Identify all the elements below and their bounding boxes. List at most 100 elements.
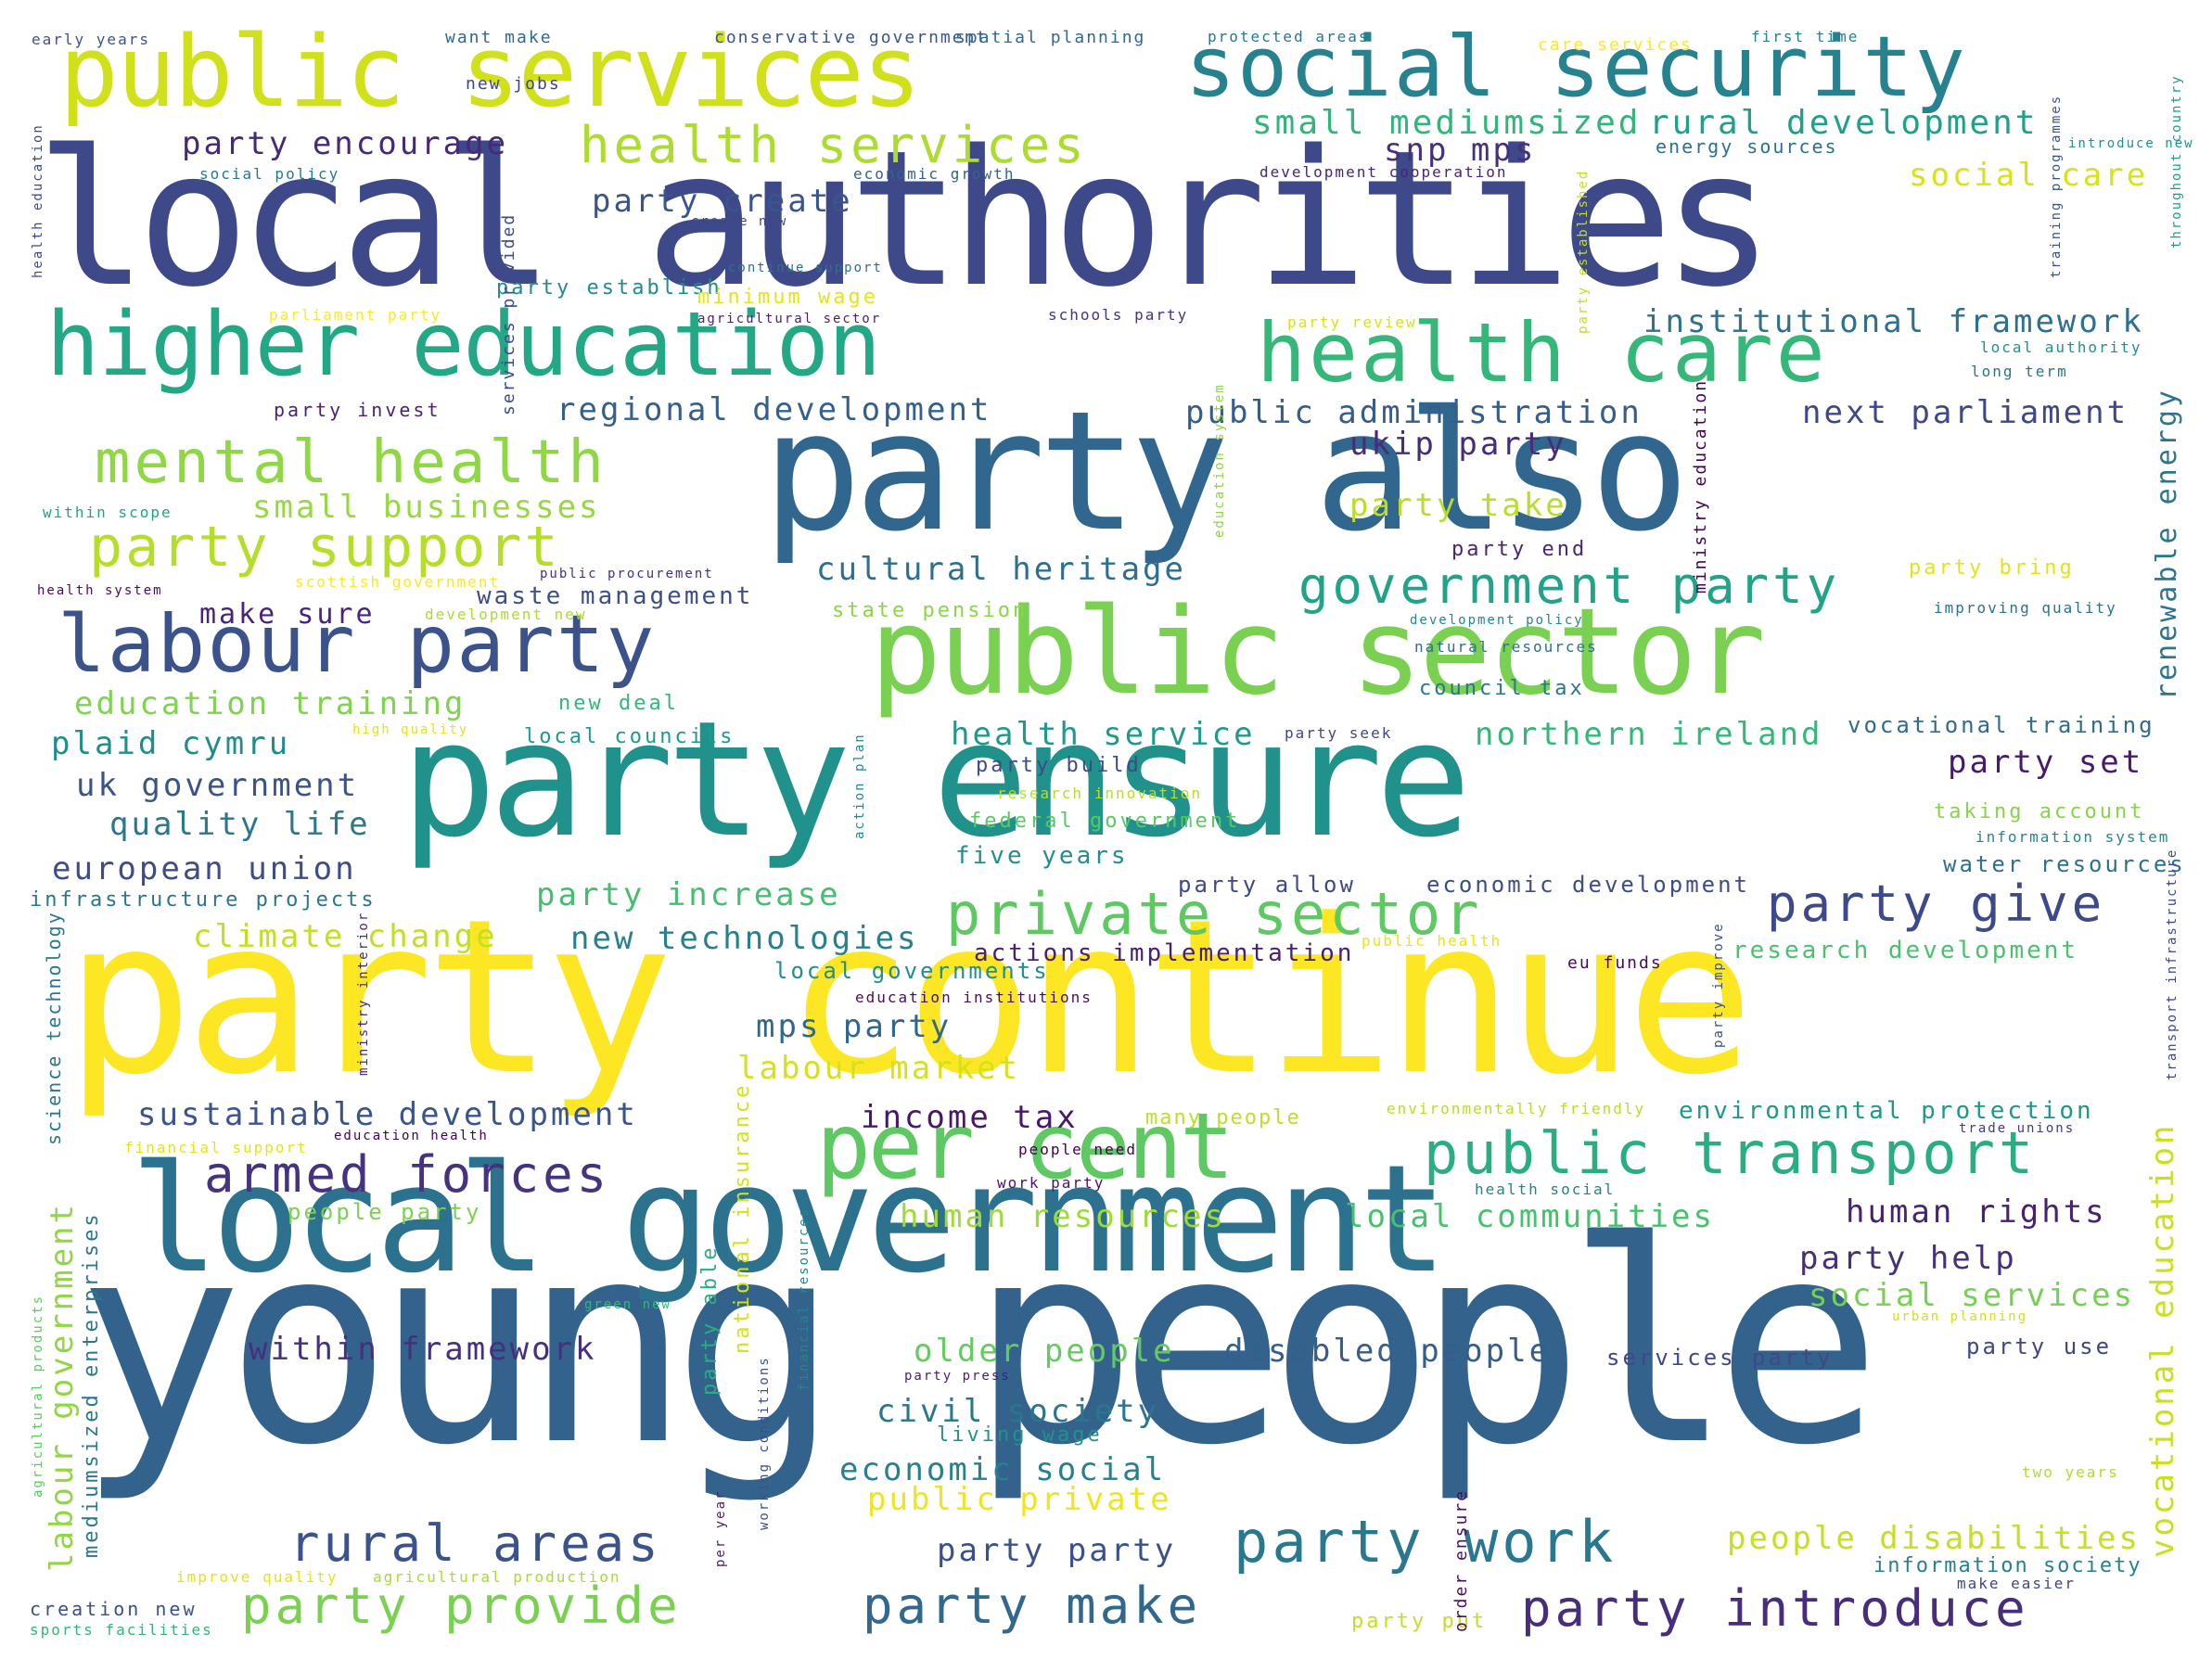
word-education-health: education health xyxy=(334,1129,489,1143)
word-armed-forces: armed forces xyxy=(204,1145,611,1204)
word-european-union: european union xyxy=(52,850,357,887)
word-make-easier: two years xyxy=(2022,1463,2119,1481)
word-climate-change: climate change xyxy=(193,918,498,955)
word-people-disabilities: people disabilities xyxy=(1727,1520,2141,1557)
word-party-support: party support xyxy=(89,515,561,580)
word-first-time: care services xyxy=(1538,35,1693,55)
word-per-year: order ensure xyxy=(1451,1488,1471,1632)
word-want-make: early years xyxy=(32,31,150,48)
word-long-term: high quality xyxy=(352,722,469,737)
word-protected-areas: spatial planning xyxy=(955,28,1146,47)
word-sports-facilities: sports facilities xyxy=(30,1621,213,1639)
word-party-use: party use xyxy=(1966,1334,2113,1359)
word-actions-implementation: actions implementation xyxy=(974,939,1355,967)
word-new-jobs: introduce new xyxy=(2068,136,2194,151)
word-introduce-new: energy sources xyxy=(1656,135,1838,158)
word-rural-areas: rural areas xyxy=(289,1514,662,1573)
word-training-programmes: throughout country xyxy=(2169,74,2184,249)
word-party-encourage: party encourage xyxy=(182,125,509,162)
word-party-introduce: party introduce xyxy=(1521,1579,2029,1638)
word-continue-support: agricultural sector xyxy=(697,312,882,326)
word-minimum-wage: minimum wage xyxy=(697,286,878,309)
word-regional-development: regional development xyxy=(556,391,992,428)
word-new-technologies: new technologies xyxy=(570,920,919,957)
word-trade-unions: make easier xyxy=(1957,1575,2076,1592)
word-state-pension: state pension xyxy=(832,599,1029,622)
word-party-also: party also xyxy=(762,376,1690,568)
word-services-party: services party xyxy=(1606,1345,1834,1371)
word-council-tax: council tax xyxy=(1419,677,1585,700)
word-sustainable-development: sustainable development xyxy=(137,1096,638,1133)
word-small-mediumsized: small mediumsized xyxy=(1252,104,1642,142)
word-social-security: social security xyxy=(1185,19,1967,116)
word-agricultural-production: agricultural production xyxy=(373,1568,621,1586)
word-renewable-small: party establish xyxy=(496,276,722,300)
word-party-established: training programmes xyxy=(2049,94,2064,278)
word-infrastructure-projects: infrastructure projects xyxy=(30,888,377,912)
word-party-press: party press xyxy=(904,1369,1011,1384)
word-social-services: social services xyxy=(1809,1277,2136,1314)
word-energy-sources: social policy xyxy=(199,165,340,183)
word-environmentally-friendly: urban planning xyxy=(1892,1309,2028,1324)
word-services-provided: party established xyxy=(1576,169,1591,334)
word-mps-party: mps party xyxy=(756,1008,953,1045)
word-public-services: public services xyxy=(59,15,921,129)
word-party-build: party build xyxy=(976,754,1142,777)
word-economic-growth: create new xyxy=(691,214,788,229)
word-information-society: information society xyxy=(1873,1554,2142,1577)
word-next-parliament: next parliament xyxy=(1802,394,2129,431)
word-social-policy: development cooperation xyxy=(1259,163,1508,181)
word-within-framework: within framework xyxy=(249,1331,597,1368)
word-conservative-government: want make xyxy=(445,28,553,47)
word-agricultural-products: financial resources xyxy=(797,1206,812,1391)
word-working-conditions: per year xyxy=(713,1489,728,1567)
word-income-tax: income tax xyxy=(861,1099,1079,1136)
word-financial-resources: working conditions xyxy=(757,1356,772,1530)
word-waste-management: waste management xyxy=(477,582,754,610)
word-party-set: party set xyxy=(1948,744,2144,781)
word-financial-support: financial support xyxy=(124,1139,308,1156)
word-care-services: protected areas xyxy=(1208,28,1370,45)
word-party-party: party party xyxy=(937,1532,1177,1569)
word-party-give: party give xyxy=(1767,874,2106,933)
word-labour-government: labour government xyxy=(44,1202,81,1572)
word-vocational-training: vocational training xyxy=(1848,712,2155,738)
word-federal-government: federal government xyxy=(969,810,1241,833)
word-party-make: party make xyxy=(863,1576,1202,1635)
word-research-development: research development xyxy=(1733,937,2079,964)
word-many-people: many people xyxy=(1145,1106,1301,1130)
word-living-wage: living wage xyxy=(937,1423,1103,1447)
word-research-innovation: education institutions xyxy=(855,989,1093,1006)
word-health-social: health social xyxy=(1475,1181,1616,1198)
word-older-people: older people xyxy=(914,1333,1175,1370)
word-uk-government: uk government xyxy=(76,767,360,804)
word-national-insurance: national insurance xyxy=(731,1082,754,1354)
word-party-continue: party continue xyxy=(65,874,1755,1122)
word-northern-ireland: northern ireland xyxy=(1475,716,1823,753)
word-party-help: party help xyxy=(1799,1240,2017,1277)
word-labour-party: labour party xyxy=(58,598,657,691)
word-labour-market: labour market xyxy=(737,1050,1021,1087)
word-improve-quality: improve quality xyxy=(176,1568,339,1586)
word-local-authorities: local authorities xyxy=(35,109,1774,328)
word-party-increase: party increase xyxy=(536,876,841,913)
word-public-private: public private xyxy=(867,1481,1172,1518)
word-vocational-education: vocational education xyxy=(2144,1122,2181,1558)
word-development-new: public procurement xyxy=(540,567,714,581)
word-public-administration: public administration xyxy=(1185,394,1643,431)
word-local-authority: long term xyxy=(1971,363,2068,380)
word-local-communities: local communities xyxy=(1345,1198,1715,1235)
word-development-cooperation: economic growth xyxy=(853,165,1016,183)
word-ministry-interior: action plan xyxy=(852,733,867,839)
word-health-service: health service xyxy=(951,716,1256,753)
word-party-ensure: party ensure xyxy=(401,686,1472,873)
word-spatial-planning: conservative government xyxy=(714,28,989,47)
word-party-allow: party allow xyxy=(1178,872,1356,898)
word-creation-new: creation new xyxy=(30,1598,198,1620)
word-schools-party: local authority xyxy=(1980,338,2142,356)
word-people-party: people party xyxy=(288,1199,482,1225)
word-civil-society: civil society xyxy=(876,1393,1160,1430)
word-renewable-energy: renewable energy xyxy=(2151,388,2183,700)
word-science-technology: ministry interior xyxy=(356,911,371,1076)
word-party-create: party create xyxy=(592,183,853,220)
